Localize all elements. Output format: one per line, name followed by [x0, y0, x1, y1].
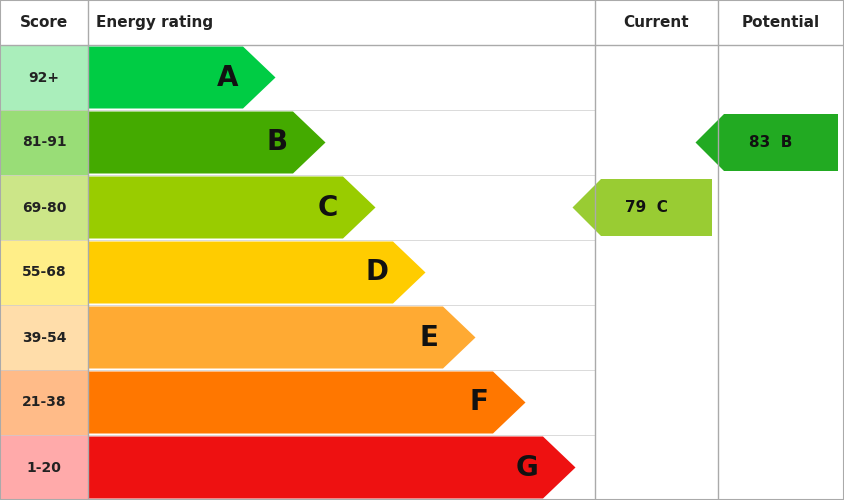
Text: 55-68: 55-68 — [22, 266, 67, 280]
Bar — [0, 175, 88, 240]
Bar — [0, 45, 88, 110]
Text: A: A — [217, 64, 238, 92]
Text: Energy rating: Energy rating — [96, 15, 214, 30]
Polygon shape — [88, 372, 526, 434]
Text: 21-38: 21-38 — [22, 396, 67, 409]
Bar — [0, 110, 88, 175]
Text: 1-20: 1-20 — [26, 460, 62, 474]
Polygon shape — [88, 46, 275, 108]
Text: 39-54: 39-54 — [22, 330, 66, 344]
Text: 79  C: 79 C — [625, 200, 668, 215]
Text: D: D — [365, 258, 388, 286]
Text: B: B — [267, 128, 288, 156]
Polygon shape — [695, 114, 838, 171]
Text: Current: Current — [624, 15, 690, 30]
Bar — [0, 240, 88, 305]
Text: 81-91: 81-91 — [22, 136, 67, 149]
Text: F: F — [469, 388, 488, 416]
Text: 92+: 92+ — [29, 70, 59, 85]
Polygon shape — [88, 112, 326, 174]
Text: 83  B: 83 B — [749, 135, 793, 150]
Text: G: G — [515, 454, 538, 481]
Text: 69-80: 69-80 — [22, 200, 66, 214]
Polygon shape — [88, 436, 576, 498]
Text: Score: Score — [20, 15, 68, 30]
Bar — [0, 370, 88, 435]
Polygon shape — [88, 242, 425, 304]
Polygon shape — [88, 176, 376, 238]
Bar — [0, 0, 844, 45]
Text: C: C — [317, 194, 338, 222]
Text: Potential: Potential — [742, 15, 820, 30]
Polygon shape — [88, 306, 475, 368]
Text: E: E — [419, 324, 438, 351]
Polygon shape — [572, 179, 712, 236]
Bar — [0, 435, 88, 500]
Bar — [0, 305, 88, 370]
